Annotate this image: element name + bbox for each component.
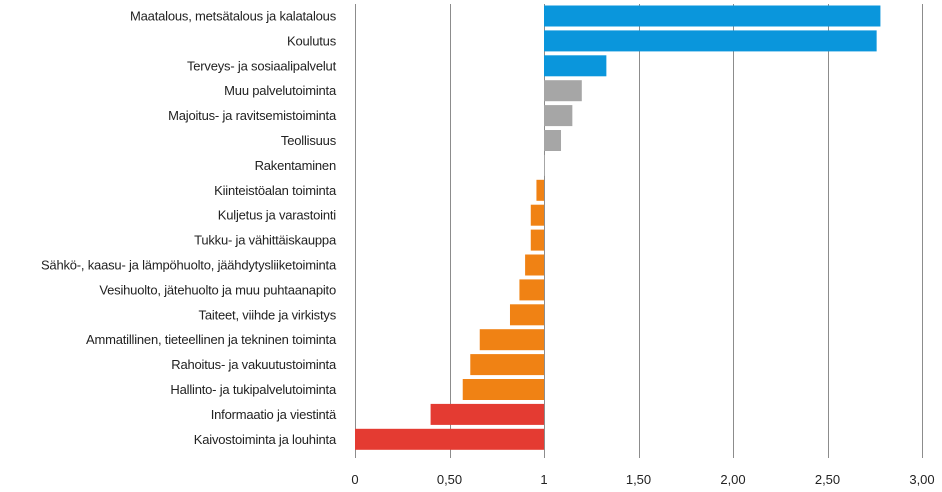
bar-3 <box>544 80 582 102</box>
category-label-1: Koulutus <box>287 33 337 48</box>
bar-layer <box>355 5 881 450</box>
category-label-12: Taiteet, viihde ja virkistys <box>199 307 337 322</box>
bar-17 <box>355 428 544 450</box>
category-label-9: Tukku- ja vähittäiskauppa <box>194 233 337 248</box>
bar-5 <box>544 130 562 151</box>
category-label-4: Majoitus- ja ravitsemistoiminta <box>168 108 337 123</box>
bar-11 <box>519 279 544 301</box>
category-label-8: Kuljetus ja varastointi <box>218 208 337 223</box>
category-label-0: Maatalous, metsätalous ja kalatalous <box>130 9 337 24</box>
x-tick-label-1: 0,50 <box>437 472 462 487</box>
category-label-13: Ammatillinen, tieteellinen ja tekninen t… <box>86 332 337 347</box>
x-tick-label-5: 2,50 <box>815 472 840 487</box>
bar-8 <box>530 204 544 226</box>
bar-6 <box>544 154 545 176</box>
bar-13 <box>479 329 544 351</box>
bar-14 <box>470 354 544 376</box>
category-label-17: Kaivostoiminta ja louhinta <box>194 432 337 447</box>
category-label-16: Informaatio ja viestintä <box>211 407 337 422</box>
tick-label-layer: 0 0,50 1 1,50 2,00 2,50 3,00 <box>351 472 934 487</box>
x-tick-label-0: 0 <box>351 472 358 487</box>
category-label-3: Muu palvelutoiminta <box>224 83 337 98</box>
category-label-5: Teollisuus <box>281 133 337 148</box>
category-label-2: Terveys- ja sosiaalipalvelut <box>187 58 337 73</box>
bar-16 <box>430 403 544 425</box>
category-label-layer: Maatalous, metsätalous ja kalatalous Koul… <box>41 9 337 447</box>
bar-7 <box>536 179 544 201</box>
x-tick-label-6: 3,00 <box>909 472 934 487</box>
category-label-6: Rakentaminen <box>255 158 336 173</box>
bar-1 <box>544 30 877 52</box>
bar-15 <box>462 379 544 400</box>
category-label-7: Kiinteistöalan toiminta <box>214 183 337 198</box>
category-label-14: Rahoitus- ja vakuutustoiminta <box>171 357 337 372</box>
bar-4 <box>544 105 573 127</box>
grid-layer <box>355 4 923 458</box>
bar-12 <box>509 304 544 326</box>
category-label-11: Vesihuolto, jätehuolto ja muu puhtaanapi… <box>99 282 336 297</box>
bar-2 <box>544 55 607 77</box>
bar-0 <box>544 5 881 27</box>
category-label-15: Hallinto- ja tukipalvelutoiminta <box>170 382 337 397</box>
x-tick-label-3: 1,50 <box>626 472 651 487</box>
category-label-10: Sähkö-, kaasu- ja lämpöhuolto, jäähdytys… <box>41 258 337 273</box>
bar-9 <box>530 229 544 251</box>
x-tick-label-2: 1 <box>540 472 547 487</box>
bar-10 <box>525 254 544 276</box>
x-tick-label-4: 2,00 <box>720 472 745 487</box>
